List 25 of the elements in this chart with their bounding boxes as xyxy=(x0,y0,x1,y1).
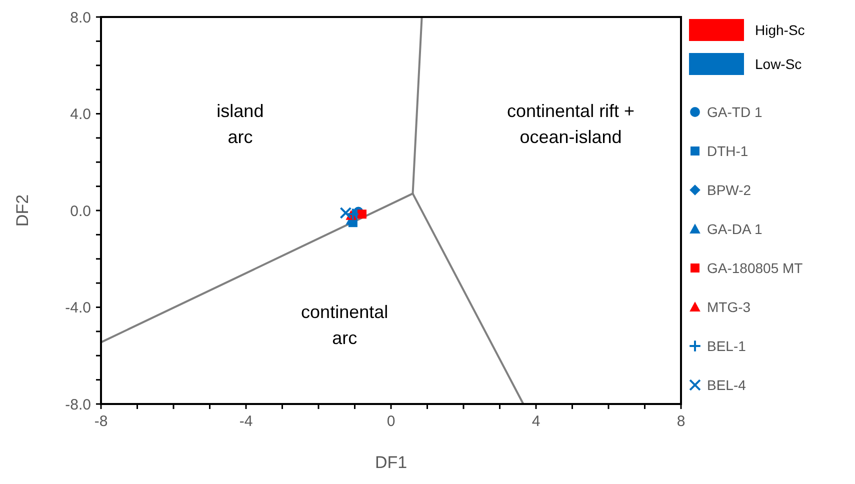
legend-label: DTH-1 xyxy=(707,142,748,159)
y-axis-title: DF2 xyxy=(13,194,32,227)
y-tick-label: -8.0 xyxy=(65,396,91,414)
y-tick-label: 0.0 xyxy=(70,202,91,220)
legend-label: BEL-4 xyxy=(707,376,746,393)
x-tick-label: 8 xyxy=(676,413,686,430)
y-tick-label: -4.0 xyxy=(65,300,91,316)
legend-label: GA-DA 1 xyxy=(707,220,762,237)
legend-label: Low-Sc xyxy=(755,56,802,72)
annotation: continental rift + ocean-island xyxy=(507,100,635,147)
legend-label: BPW-2 xyxy=(707,182,752,198)
x-tick-label: -4 xyxy=(239,413,253,430)
x-tick-label: 4 xyxy=(532,413,540,430)
legend-label: MTG-3 xyxy=(707,298,751,315)
y-tick-label: 8.0 xyxy=(70,9,91,26)
y-tick-label: 4.0 xyxy=(70,106,91,123)
x-tick-label: 0 xyxy=(386,413,396,430)
legend-label: GA-180805 MT xyxy=(707,260,804,276)
legend-label: GA-TD 1 xyxy=(707,104,762,120)
annotation: island arc xyxy=(216,100,264,147)
legend-label: BEL-1 xyxy=(707,338,746,354)
x-axis-title: DF1 xyxy=(374,453,408,472)
annotation: continental arc xyxy=(301,302,388,348)
x-tick-label: -8 xyxy=(94,413,108,430)
legend-label: High-Sc xyxy=(755,22,805,38)
